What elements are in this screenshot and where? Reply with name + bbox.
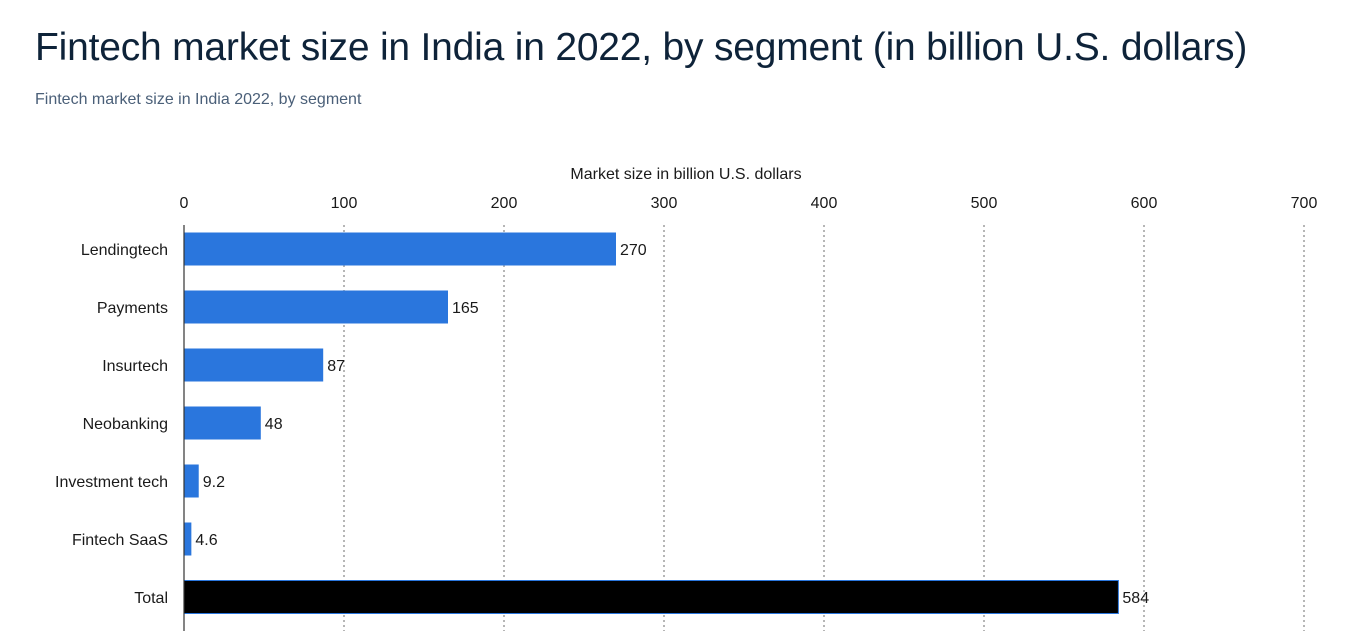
data-label: 9.2 (203, 474, 225, 491)
page-subtitle: Fintech market size in India 2022, by se… (35, 91, 362, 108)
data-label: 165 (452, 300, 479, 317)
x-tick-label: 600 (1131, 195, 1158, 212)
x-tick-label: 400 (811, 195, 838, 212)
data-label: 584 (1122, 590, 1149, 607)
x-tick-label: 300 (651, 195, 678, 212)
category-label: Neobanking (83, 416, 168, 433)
category-label: Fintech SaaS (72, 532, 168, 549)
x-tick-label: 0 (180, 195, 189, 212)
category-label: Lendingtech (81, 242, 168, 259)
data-label: 48 (265, 416, 283, 433)
x-tick-label: 200 (491, 195, 518, 212)
data-label: 270 (620, 242, 647, 259)
value-labels: 270 165 87 48 9.2 4.6 584 (195, 242, 1149, 607)
bar (184, 406, 261, 440)
category-label: Insurtech (102, 358, 168, 375)
bar (184, 464, 199, 498)
x-tick-label: 100 (331, 195, 358, 212)
x-axis-ticks: 0 100 200 300 400 500 600 700 (180, 195, 1318, 212)
x-tick-label: 700 (1291, 195, 1318, 212)
page-title: Fintech market size in India in 2022, by… (35, 26, 1248, 69)
bar-total (183, 580, 1119, 614)
grid-lines (343, 225, 1305, 631)
category-labels: Lendingtech Payments Insurtech Neobanking In… (55, 242, 168, 607)
data-label: 4.6 (195, 532, 217, 549)
category-label: Payments (97, 300, 168, 317)
x-tick-label: 500 (971, 195, 998, 212)
bars (183, 232, 1119, 614)
category-label: Investment tech (55, 474, 168, 491)
category-label: Total (134, 590, 168, 607)
bar (184, 522, 192, 556)
bar (184, 290, 448, 324)
x-axis-title: Market size in billion U.S. dollars (570, 166, 801, 183)
bar (184, 232, 616, 266)
bar (184, 348, 324, 382)
data-label: 87 (327, 358, 345, 375)
